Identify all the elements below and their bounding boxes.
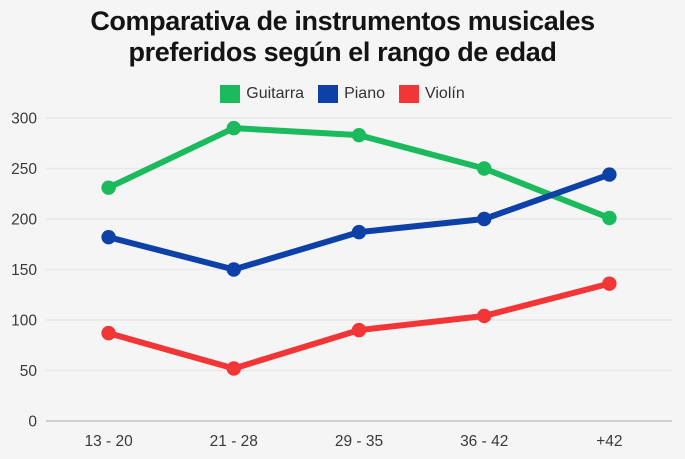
x-axis-tick-label-2: 29 - 35	[335, 433, 383, 450]
y-axis-tick-label-150: 150	[11, 262, 37, 279]
chart-title-line-2: preferidos según el rango de edad	[128, 37, 557, 68]
legend-item-guitarra: Guitarra	[220, 84, 305, 103]
y-axis-tick-label-0: 0	[28, 414, 37, 431]
y-axis-tick-label-300: 300	[11, 111, 37, 128]
data-point-guitarra-4	[602, 210, 617, 226]
data-point-violín-3	[477, 308, 492, 324]
chart-title-line-1: Comparativa de instrumentos musicales	[90, 6, 595, 36]
legend-swatch-violin-icon	[398, 84, 419, 103]
x-axis-tick-label-0: 13 - 20	[84, 433, 133, 450]
data-point-guitarra-2	[351, 127, 367, 143]
x-axis-tick-label-4: +42	[596, 433, 622, 450]
data-point-violín-0	[101, 325, 116, 341]
chart-title: Comparativa de instrumentos musicales pr…	[48, 6, 638, 69]
data-point-piano-4	[602, 167, 617, 182]
legend-swatch-piano-icon	[318, 84, 339, 103]
data-point-guitarra-3	[477, 161, 492, 176]
legend: Guitarra Piano Violín	[0, 84, 685, 103]
data-point-violín-4	[602, 276, 617, 291]
legend-swatch-guitarra-icon	[220, 84, 241, 103]
x-axis-tick-label-3: 36 - 42	[460, 433, 508, 450]
data-point-violín-1	[226, 361, 241, 376]
legend-item-violin: Violín	[398, 84, 465, 103]
x-axis-tick-label-1: 21 - 28	[210, 433, 258, 450]
y-axis-tick-label-50: 50	[20, 363, 38, 380]
y-axis-tick-label-200: 200	[11, 212, 37, 229]
legend-label-piano: Piano	[344, 84, 385, 102]
legend-label-violin: Violín	[424, 84, 465, 102]
data-point-piano-1	[226, 262, 241, 277]
data-point-violín-2	[351, 322, 367, 338]
y-axis-tick-label-250: 250	[11, 161, 37, 178]
y-axis-tick-label-100: 100	[11, 313, 37, 330]
legend-item-piano: Piano	[318, 84, 385, 103]
data-point-guitarra-1	[226, 120, 241, 136]
line-chart-plot: 0 50 100 150 200 250 300 13 - 20 21 - 28 29 - 35 3…	[11, 111, 672, 450]
data-point-piano-2	[351, 224, 367, 240]
data-point-guitarra-0	[101, 180, 116, 195]
legend-label-guitarra: Guitarra	[246, 84, 305, 102]
data-point-piano-3	[477, 211, 492, 227]
data-point-piano-0	[101, 229, 116, 245]
